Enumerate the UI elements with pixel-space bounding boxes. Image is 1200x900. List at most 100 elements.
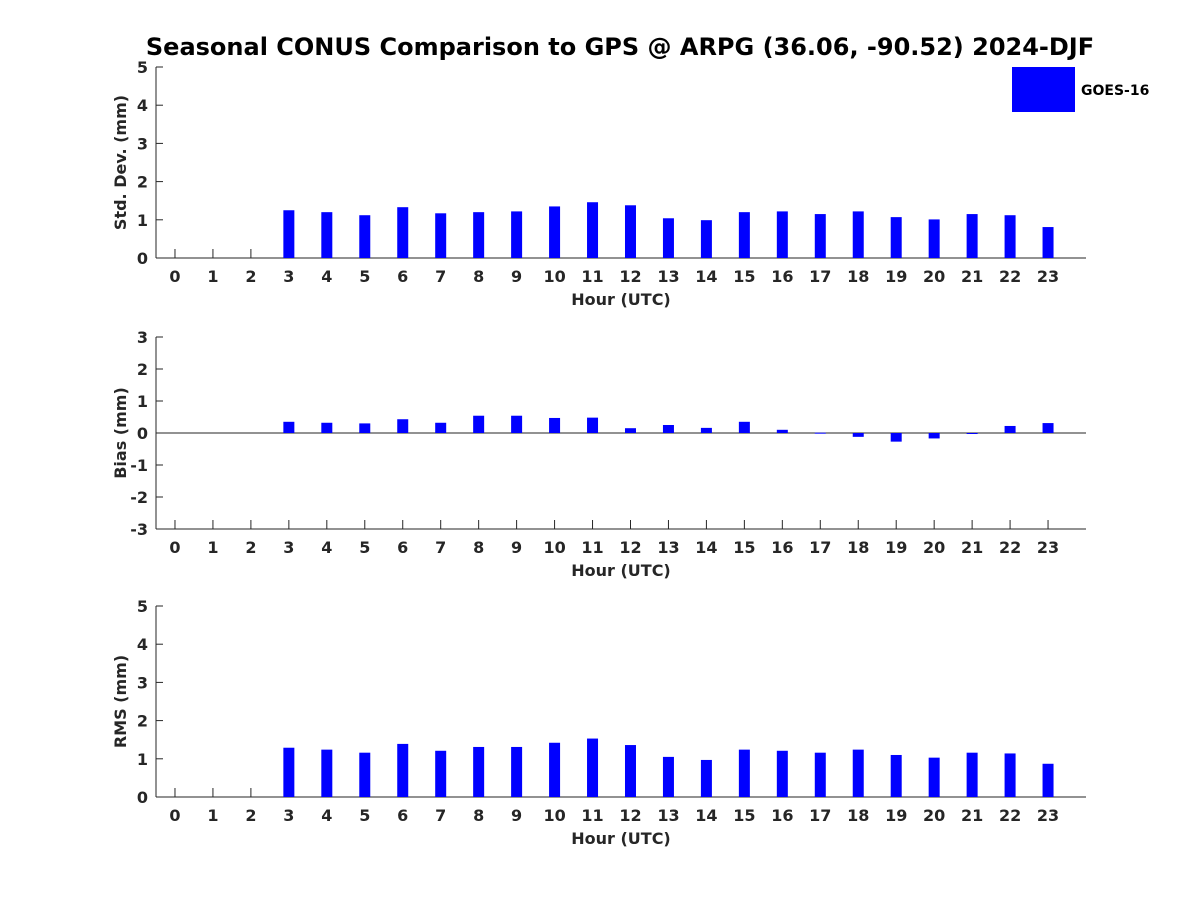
rms-bar (890, 754, 902, 797)
std-dev-x-tick-label: 19 (885, 267, 907, 286)
bias-bar (776, 429, 788, 433)
rms-x-tick-label: 20 (923, 806, 945, 825)
bias-bar (321, 422, 333, 433)
std-dev-x-tick-label: 18 (847, 267, 869, 286)
rms-x-tick-label: 0 (169, 806, 180, 825)
std-dev-x-tick-label: 20 (923, 267, 945, 286)
bias-bar (852, 433, 864, 437)
rms-bar (624, 745, 636, 797)
legend: GOES-16 (1012, 67, 1149, 112)
std-dev-x-tick-label: 6 (397, 267, 408, 286)
std-dev-x-tick-label: 12 (619, 267, 641, 286)
std-dev-x-tick-label: 22 (999, 267, 1021, 286)
std-dev-bar (700, 220, 712, 258)
rms-bar (587, 738, 599, 797)
legend-swatch (1012, 67, 1075, 112)
bias-x-tick-label: 12 (619, 538, 641, 557)
rms-x-tick-label: 11 (581, 806, 603, 825)
rms-x-tick-label: 16 (771, 806, 793, 825)
std-dev-bar (473, 212, 485, 258)
bias-bar (738, 421, 750, 433)
rms-x-tick-label: 15 (733, 806, 755, 825)
bias-x-tick-label: 17 (809, 538, 831, 557)
bias-bar (624, 428, 636, 433)
rms-x-tick-label: 13 (657, 806, 679, 825)
rms-y-tick-label: 3 (137, 673, 148, 692)
std-dev-x-tick-label: 7 (435, 267, 446, 286)
rms-x-tick-label: 12 (619, 806, 641, 825)
rms-x-axis-label: Hour (UTC) (571, 829, 671, 848)
bias-x-tick-label: 20 (923, 538, 945, 557)
bias-bar (814, 432, 826, 434)
std-dev-x-tick-label: 11 (581, 267, 603, 286)
std-dev-bar (549, 206, 561, 258)
rms-x-tick-label: 9 (511, 806, 522, 825)
bias-x-tick-label: 7 (435, 538, 446, 557)
rms-x-tick-label: 19 (885, 806, 907, 825)
bias-y-tick-label: 2 (137, 360, 148, 379)
rms-x-tick-label: 17 (809, 806, 831, 825)
bias-x-tick-label: 2 (245, 538, 256, 557)
rms-bar (549, 742, 561, 797)
bias-x-tick-label: 18 (847, 538, 869, 557)
bias-y-tick-label: 3 (137, 328, 148, 347)
rms-bar (283, 747, 295, 797)
bias-bar (1004, 425, 1016, 433)
std-dev-bar (738, 212, 750, 258)
bias-y-tick-label: 1 (137, 392, 148, 411)
std-dev-x-tick-label: 8 (473, 267, 484, 286)
std-dev-bar (359, 215, 371, 258)
rms-bar (321, 749, 333, 797)
bias-x-tick-label: 3 (283, 538, 294, 557)
bias-x-tick-label: 13 (657, 538, 679, 557)
std-dev-x-tick-label: 10 (543, 267, 565, 286)
std-dev-x-tick-label: 3 (283, 267, 294, 286)
rms-x-tick-label: 8 (473, 806, 484, 825)
rms-x-tick-label: 23 (1037, 806, 1059, 825)
bias-bar (700, 427, 712, 433)
rms-x-tick-label: 7 (435, 806, 446, 825)
rms-bar (662, 756, 674, 797)
bias-x-tick-label: 22 (999, 538, 1021, 557)
bias-y-tick-label: -2 (130, 488, 148, 507)
chart-title: Seasonal CONUS Comparison to GPS @ ARPG … (146, 33, 1094, 61)
rms-bar (852, 749, 864, 797)
rms-bar (1004, 753, 1016, 797)
rms-x-tick-label: 6 (397, 806, 408, 825)
rms-bar (814, 752, 826, 797)
rms-bar (397, 743, 409, 797)
std-dev-x-tick-label: 23 (1037, 267, 1059, 286)
std-dev-bar (1004, 215, 1016, 258)
std-dev-x-tick-label: 16 (771, 267, 793, 286)
bias-y-tick-label: -3 (130, 520, 148, 539)
rms-bar (359, 752, 371, 797)
rms-y-tick-label: 4 (137, 635, 148, 654)
std-dev-y-tick-label: 1 (137, 211, 148, 230)
std-dev-bar (397, 207, 409, 258)
rms-y-axis-label: RMS (mm) (111, 655, 130, 748)
rms-bar (776, 750, 788, 797)
std-dev-bar (283, 210, 295, 258)
std-dev-x-tick-label: 15 (733, 267, 755, 286)
std-dev-bar (776, 211, 788, 258)
std-dev-x-tick-label: 13 (657, 267, 679, 286)
bias-x-tick-label: 4 (321, 538, 332, 557)
rms-x-tick-label: 3 (283, 806, 294, 825)
bias-bar (397, 419, 409, 433)
bias-x-tick-label: 15 (733, 538, 755, 557)
rms-y-tick-label: 0 (137, 788, 148, 807)
rms-bar (966, 752, 978, 797)
bias-bar (587, 417, 599, 433)
std-dev-bar (928, 219, 940, 258)
rms-bar (928, 757, 940, 797)
rms-x-tick-label: 18 (847, 806, 869, 825)
rms-y-tick-label: 2 (137, 712, 148, 731)
bias-y-tick-label: -1 (130, 456, 148, 475)
std-dev-y-tick-label: 0 (137, 249, 148, 268)
std-dev-y-tick-label: 2 (137, 173, 148, 192)
rms-x-tick-label: 14 (695, 806, 717, 825)
rms-y-tick-label: 1 (137, 750, 148, 769)
